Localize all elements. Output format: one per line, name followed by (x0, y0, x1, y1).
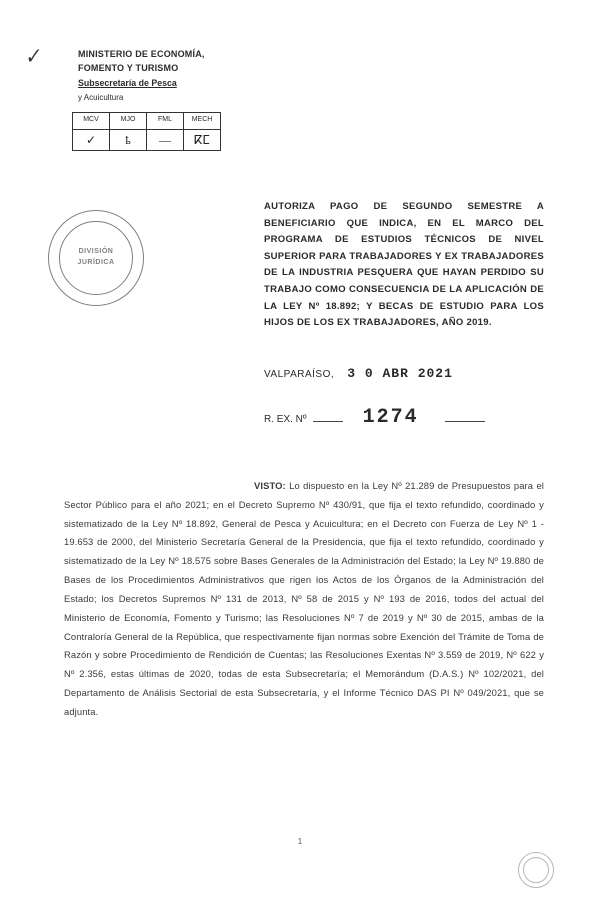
signature-header-row: MCV MJO FML MECH (73, 112, 221, 129)
place-date-line: VALPARAÍSO, 3 0 ABR 2021 (264, 364, 544, 384)
page-number: 1 (298, 837, 302, 846)
document-page: MINISTERIO DE ECONOMÍA, FOMENTO Y TURISM… (0, 0, 600, 742)
subsecretary-name: Subsecretaría de Pesca (78, 77, 544, 91)
visto-paragraph: VISTO: Lo dispuesto en la Ley Nº 21.289 … (64, 477, 544, 722)
ministry-name-line2: FOMENTO Y TURISMO (78, 62, 544, 76)
rex-blank-right (445, 421, 485, 422)
sig-header-3: FML (147, 112, 184, 129)
resolution-number-line: R. EX. Nº 1274 (264, 402, 544, 433)
sig-4: ⴽⵎ (184, 129, 221, 150)
signature-table: MCV MJO FML MECH ✓ ҍ — ⴽⵎ (72, 112, 221, 151)
sig-1: ✓ (73, 129, 110, 150)
circular-stamp: DIVISIÓN JURÍDICA (48, 210, 144, 306)
letterhead: MINISTERIO DE ECONOMÍA, FOMENTO Y TURISM… (78, 48, 544, 104)
sig-2: ҍ (110, 129, 147, 150)
footer-seal-icon (518, 852, 554, 888)
place-label: VALPARAÍSO, (264, 369, 334, 380)
sig-3: — (147, 129, 184, 150)
rex-number: 1274 (363, 402, 419, 433)
stamp-center-line1: DIVISIÓN (79, 247, 114, 258)
resolution-title: AUTORIZA PAGO DE SEGUNDO SEMESTRE A BENE… (264, 199, 544, 332)
rex-blank-left (313, 421, 343, 422)
visto-lead: VISTO: (254, 480, 286, 491)
visto-body: Lo dispuesto en la Ley Nº 21.289 de Pres… (64, 480, 544, 717)
stamp-center-line2: JURÍDICA (77, 258, 114, 269)
rex-label: R. EX. Nº (264, 414, 307, 425)
subsecretary-suffix: y Acuicultura (78, 92, 544, 104)
stamp-center: DIVISIÓN JURÍDICA (59, 221, 133, 295)
sig-header-2: MJO (110, 112, 147, 129)
ministry-name-line1: MINISTERIO DE ECONOMÍA, (78, 48, 544, 62)
sig-header-1: MCV (73, 112, 110, 129)
signature-value-row: ✓ ҍ — ⴽⵎ (73, 129, 221, 150)
date-stamp: 3 0 ABR 2021 (347, 366, 453, 381)
sig-header-4: MECH (184, 112, 221, 129)
